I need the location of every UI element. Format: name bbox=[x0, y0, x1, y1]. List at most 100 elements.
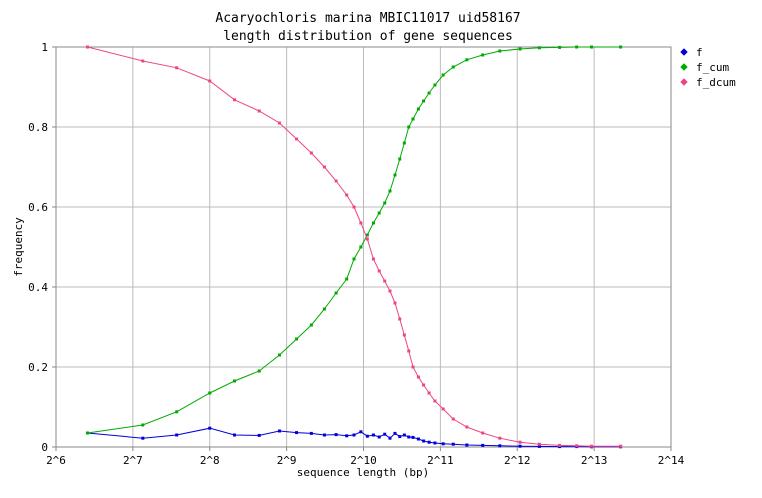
data-point bbox=[334, 433, 338, 437]
data-point bbox=[402, 433, 406, 437]
data-point bbox=[407, 435, 411, 439]
data-point bbox=[393, 431, 397, 435]
data-point bbox=[388, 436, 392, 440]
data-point bbox=[393, 301, 397, 305]
data-point bbox=[433, 83, 437, 87]
y-tick-label: 0.8 bbox=[28, 121, 48, 134]
data-point bbox=[537, 442, 541, 446]
data-point bbox=[257, 433, 261, 437]
data-point bbox=[589, 444, 593, 448]
data-point bbox=[175, 433, 179, 437]
legend-marker bbox=[680, 63, 688, 71]
data-point bbox=[309, 151, 313, 155]
data-point bbox=[398, 317, 402, 321]
x-tick-label: 2^10 bbox=[350, 454, 377, 467]
data-point bbox=[537, 444, 541, 448]
data-point bbox=[575, 45, 579, 49]
data-point bbox=[352, 433, 356, 437]
data-point bbox=[295, 431, 299, 435]
data-point bbox=[371, 257, 375, 261]
data-point bbox=[537, 46, 541, 50]
data-point bbox=[208, 426, 212, 430]
data-point bbox=[402, 333, 406, 337]
data-point bbox=[518, 440, 522, 444]
data-point bbox=[433, 399, 437, 403]
data-point bbox=[277, 429, 281, 433]
data-point bbox=[451, 417, 455, 421]
series-f-cum bbox=[85, 45, 623, 435]
data-point bbox=[481, 53, 485, 57]
data-point bbox=[257, 369, 261, 373]
y-axis: 0 0.2 0.4 0.6 0.8 1 bbox=[28, 41, 56, 454]
data-point bbox=[345, 434, 349, 438]
chart-title: Acaryochloris marina MBIC11017 uid58167 bbox=[215, 11, 520, 26]
data-point bbox=[398, 435, 402, 439]
data-point bbox=[232, 98, 236, 102]
y-axis-label: frequency bbox=[12, 217, 25, 277]
data-point bbox=[352, 257, 356, 261]
data-point bbox=[411, 365, 415, 369]
data-point bbox=[441, 73, 445, 77]
data-point bbox=[393, 173, 397, 177]
data-point bbox=[377, 435, 381, 439]
data-point bbox=[422, 383, 426, 387]
x-axis: 2^6 2^7 2^8 2^9 2^10 2^11 2^12 2^13 2^14 bbox=[46, 447, 685, 467]
data-point bbox=[352, 205, 356, 209]
x-tick-label: 2^6 bbox=[46, 454, 66, 467]
legend-label: f_cum bbox=[696, 61, 729, 74]
data-point bbox=[481, 443, 485, 447]
data-point bbox=[416, 107, 420, 111]
chart-subtitle: length distribution of gene sequences bbox=[223, 29, 513, 44]
data-point bbox=[388, 189, 392, 193]
data-point bbox=[175, 410, 179, 414]
series-layer bbox=[85, 45, 623, 449]
data-point bbox=[498, 436, 502, 440]
data-point bbox=[416, 437, 420, 441]
data-point bbox=[277, 353, 281, 357]
data-point bbox=[295, 137, 299, 141]
grid bbox=[56, 47, 671, 447]
x-axis-label: sequence length (bp) bbox=[297, 466, 429, 479]
data-point bbox=[377, 269, 381, 273]
data-point bbox=[232, 379, 236, 383]
data-point bbox=[441, 442, 445, 446]
data-point bbox=[441, 407, 445, 411]
y-tick-label: 0.6 bbox=[28, 201, 48, 214]
y-tick-label: 1 bbox=[41, 41, 48, 54]
data-point bbox=[334, 179, 338, 183]
data-point bbox=[619, 444, 623, 448]
data-point bbox=[398, 157, 402, 161]
data-point bbox=[422, 99, 426, 103]
data-point bbox=[416, 375, 420, 379]
data-point bbox=[589, 45, 593, 49]
x-tick-label: 2^12 bbox=[504, 454, 531, 467]
data-point bbox=[498, 49, 502, 53]
data-point bbox=[383, 432, 387, 436]
data-point bbox=[322, 433, 326, 437]
legend-marker bbox=[680, 78, 688, 86]
data-point bbox=[141, 59, 145, 63]
y-tick-label: 0.2 bbox=[28, 361, 48, 374]
data-point bbox=[141, 423, 145, 427]
data-point bbox=[359, 430, 363, 434]
series-f-dcum bbox=[85, 45, 623, 448]
y-tick-label: 0 bbox=[41, 441, 48, 454]
data-point bbox=[388, 289, 392, 293]
data-point bbox=[427, 91, 431, 95]
legend-marker bbox=[680, 48, 688, 56]
legend: f f_cum f_dcum bbox=[680, 46, 736, 89]
x-tick-label: 2^8 bbox=[200, 454, 220, 467]
data-point bbox=[322, 165, 326, 169]
data-point bbox=[411, 435, 415, 439]
data-point bbox=[427, 391, 431, 395]
x-tick-label: 2^14 bbox=[658, 454, 685, 467]
data-point bbox=[619, 45, 623, 49]
data-point bbox=[345, 277, 349, 281]
x-tick-label: 2^9 bbox=[277, 454, 297, 467]
data-point bbox=[518, 47, 522, 51]
data-point bbox=[498, 444, 502, 448]
data-point bbox=[141, 436, 145, 440]
data-point bbox=[295, 337, 299, 341]
data-point bbox=[558, 45, 562, 49]
